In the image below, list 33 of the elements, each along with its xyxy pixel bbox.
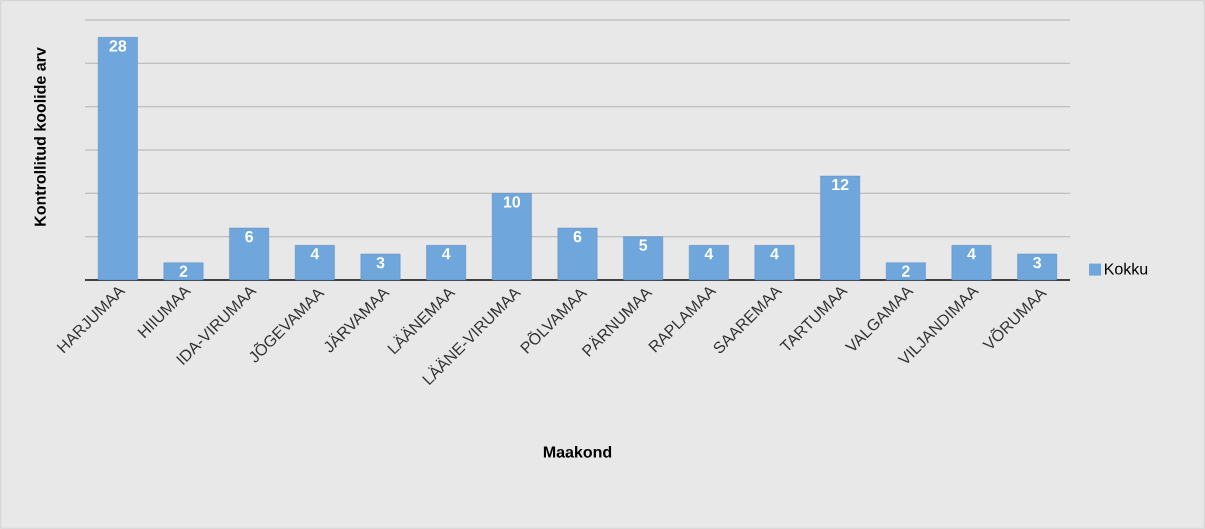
y-axis-title: Kontrollitud koolide arv	[34, 47, 46, 226]
data-label: 2	[179, 265, 188, 277]
bar	[97, 37, 138, 281]
bar	[360, 253, 401, 281]
data-label: 3	[1033, 256, 1042, 269]
bar	[885, 262, 926, 281]
bar	[623, 236, 664, 281]
bar	[688, 245, 729, 281]
x-axis-title: Maakond	[543, 445, 612, 458]
bar	[951, 245, 992, 281]
bar	[426, 245, 467, 281]
data-label: 6	[245, 230, 254, 243]
data-label: 3	[376, 256, 385, 269]
bar	[294, 245, 335, 281]
bar	[229, 227, 270, 281]
data-label: 4	[704, 248, 714, 260]
bar	[557, 227, 598, 281]
data-label: 4	[770, 248, 779, 260]
data-label: 4	[310, 248, 320, 260]
data-label: 12	[832, 178, 849, 191]
bar	[820, 175, 861, 281]
data-label: 4	[967, 248, 976, 260]
data-label: 4	[441, 248, 451, 260]
data-label: 6	[573, 230, 582, 243]
bar	[163, 262, 204, 281]
bar	[754, 245, 795, 281]
bar	[491, 193, 532, 281]
data-label: 2	[901, 265, 910, 277]
data-label: 28	[109, 40, 127, 52]
legend-label: Kokku	[1105, 262, 1148, 275]
data-label: 5	[639, 239, 648, 251]
bar	[1017, 253, 1058, 281]
data-label: 10	[503, 196, 521, 208]
